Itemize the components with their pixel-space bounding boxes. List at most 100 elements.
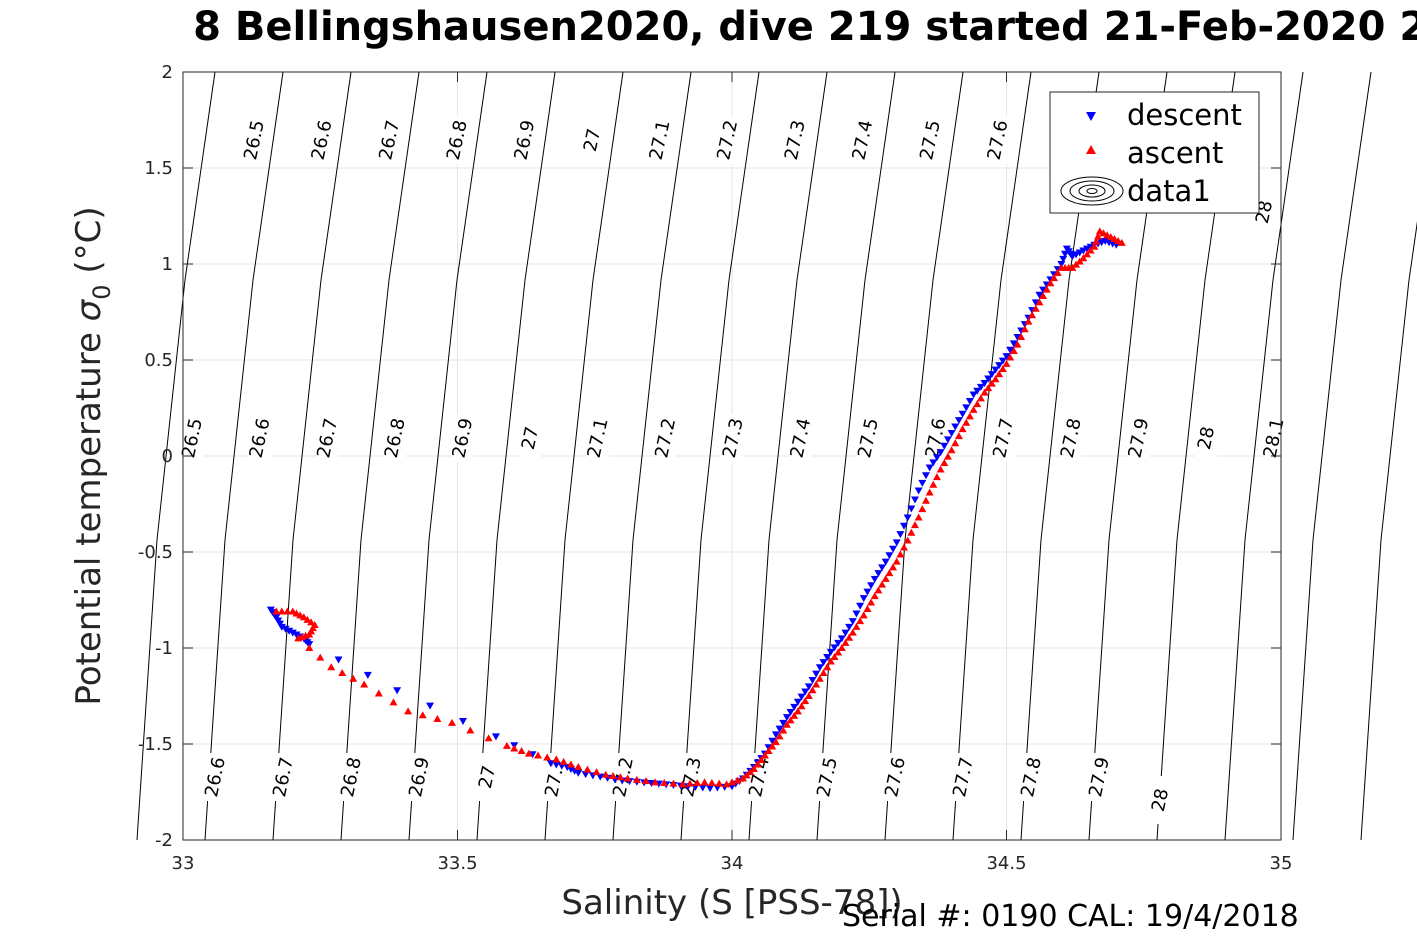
chart-title-text: 8 Bellingshausen2020, dive 219 started 2… [193, 4, 1417, 50]
contour-label-top-gap [919, 116, 941, 164]
ascent-point [641, 777, 650, 785]
descent-point [976, 383, 985, 391]
ascent-point [823, 663, 832, 671]
descent-point [918, 479, 927, 487]
serial-calibration-note: Serial #: 0190 CAL: 19/4/2018 [842, 899, 1299, 934]
ascent-point [896, 550, 905, 558]
ascent-point [1083, 250, 1092, 258]
ascent-point [316, 653, 325, 661]
contour-label-bottom-gap [408, 753, 430, 801]
ascent-point [874, 586, 883, 594]
descent-point [1039, 286, 1048, 294]
ascent-point [1053, 268, 1062, 276]
contour-label-mid-gap [789, 414, 812, 462]
ascent-point [859, 611, 868, 619]
descent-point [885, 552, 894, 560]
descent-point [363, 671, 372, 679]
contour-label-bottom-gap [476, 753, 498, 801]
descent-point [943, 436, 952, 444]
descent-point [951, 423, 960, 431]
ascent-point [651, 778, 660, 786]
descent-point [797, 693, 806, 701]
contour-label-mid-gap [1262, 414, 1285, 462]
contour-label-mid-gap [181, 414, 203, 462]
descent-point [881, 558, 890, 566]
legend-contour-icon [1060, 176, 1124, 206]
x-axis-ticks: 33 33.5 34 34.5 35 [172, 72, 1292, 874]
descent-point [1061, 250, 1070, 258]
x-axis-label: Salinity (S [PSS-78]) [561, 883, 902, 923]
descent-point [940, 442, 949, 450]
y-axis-label-subscript: 0 [88, 284, 116, 299]
ascent-point [900, 543, 909, 551]
ascent-point [790, 711, 799, 719]
ascent-point [1024, 317, 1033, 325]
contour-label-bottom: 27 [475, 764, 500, 791]
ascent-point [892, 557, 901, 565]
ascent-point [524, 749, 533, 757]
ascent-point [510, 744, 519, 752]
ascent-point [984, 384, 993, 392]
contour-line [544, 71, 624, 841]
contour-label-top-gap [581, 116, 603, 164]
ascent-point [669, 779, 678, 787]
ascent-point [947, 446, 956, 454]
descent-point [911, 496, 919, 504]
ascent-point [1094, 232, 1102, 240]
contour-line [680, 71, 760, 841]
ascent-point [700, 778, 709, 786]
descent-point [830, 644, 839, 652]
contour-label-mid-gap [654, 414, 677, 462]
contour-label-mid-gap [1127, 414, 1150, 462]
ascent-point [958, 425, 967, 433]
contour-label-bottom-gap [952, 753, 974, 801]
contour-line [1292, 71, 1372, 841]
descent-point [991, 366, 1000, 374]
ascent-point [1020, 325, 1029, 333]
contour-label-mid-gap [1059, 414, 1082, 462]
y-tick-label: 1 [162, 254, 173, 275]
ascent-point [914, 513, 923, 521]
ascent-point [749, 764, 758, 772]
contour-label-bottom-gap [1149, 776, 1171, 824]
descent-point [782, 714, 791, 722]
descent-point [698, 784, 707, 792]
descent-point [804, 683, 813, 691]
ascent-point [764, 747, 773, 755]
ascent-point [693, 779, 702, 787]
ascent-point [623, 774, 632, 782]
ascent-point [812, 680, 821, 688]
ascent-point [973, 400, 982, 408]
descent-point [932, 454, 941, 462]
ascent-point [760, 751, 769, 759]
descent-point [870, 575, 879, 583]
ascent-point [779, 726, 788, 734]
ascent-point [360, 680, 369, 688]
contour-label-top-gap [378, 116, 401, 164]
ascent-point [632, 775, 641, 783]
contour-line [272, 71, 352, 841]
contour-label-mid-gap [857, 414, 879, 462]
ascent-point [1006, 353, 1015, 361]
descent-point [837, 635, 846, 643]
descent-point [292, 631, 301, 639]
ascent-point [804, 692, 813, 699]
contour-line [748, 71, 828, 841]
descent-point [984, 375, 993, 383]
ascent-point [768, 742, 777, 750]
contour-label-top-gap [851, 116, 874, 164]
descent-point [874, 570, 883, 578]
legend-descent-marker [1086, 112, 1096, 121]
ascent-point [1031, 304, 1040, 312]
ascent-point [962, 418, 971, 426]
ascent-point [559, 757, 568, 765]
ascent-point [867, 598, 876, 606]
legend-descent-label: descent [1127, 98, 1242, 132]
ascent-point [841, 638, 850, 646]
descent-point [1059, 255, 1068, 263]
y-tick-label: 2 [162, 62, 173, 83]
ascent-point [826, 657, 835, 665]
descent-point [1006, 346, 1015, 354]
ascent-point [819, 668, 828, 676]
descent-point [285, 627, 294, 635]
